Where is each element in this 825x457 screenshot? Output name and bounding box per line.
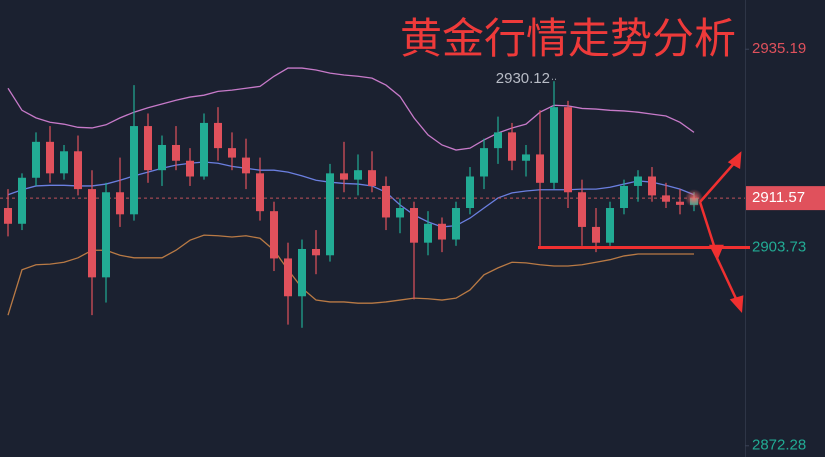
candle-body [130, 126, 138, 215]
last-price-label: 2911.57 [752, 189, 805, 206]
y-tick-label: 2935.19 [752, 40, 806, 57]
candle-body [4, 208, 12, 224]
candle-body [662, 195, 670, 202]
band-line [7, 234, 694, 316]
candle-body [396, 208, 404, 218]
candle-body [18, 177, 26, 224]
candle-body [522, 154, 530, 161]
candle-body [46, 141, 54, 174]
candle-body [480, 148, 488, 177]
candle-body [158, 144, 166, 171]
arrow-down-1-head [708, 244, 724, 262]
plot: 2935.19 2872.28 2903.73 2911.57 2930.12 [0, 40, 825, 454]
candle-body [606, 208, 614, 243]
arrow-down-2 [715, 257, 740, 304]
candle-body [634, 176, 642, 186]
candle-body [466, 176, 474, 209]
last-glow [685, 189, 703, 208]
y-tick-label: 2872.28 [752, 437, 806, 454]
candle-body [60, 151, 68, 174]
candle-body [648, 176, 656, 196]
candle-body [368, 170, 376, 186]
candle-body [536, 154, 544, 183]
arrows [698, 151, 744, 314]
candle-body [564, 107, 572, 193]
candle-body [200, 122, 208, 177]
candle-body [32, 141, 40, 178]
candle-body [410, 208, 418, 243]
candle-body [438, 223, 446, 240]
arrow-up [699, 159, 738, 203]
last-price-box [746, 186, 825, 211]
candle-body [284, 258, 292, 297]
candle-body [494, 132, 502, 149]
candle-body [172, 144, 180, 161]
candle-body [424, 223, 432, 243]
candle-body [270, 211, 278, 259]
candle-body [88, 189, 96, 278]
candle-body [214, 122, 222, 149]
candle-body [592, 226, 600, 243]
candle-body [102, 192, 110, 278]
candle-body [578, 192, 586, 227]
candle-body [116, 192, 124, 215]
chart-title: 黄金行情走势分析 [400, 15, 736, 62]
candle-body [452, 208, 460, 240]
band-line [7, 67, 695, 151]
candle-body [620, 185, 628, 209]
candle-body [144, 126, 152, 171]
candle-body [312, 248, 320, 256]
candle-body [74, 151, 82, 190]
candle-body [228, 148, 236, 158]
candle-body [256, 173, 264, 212]
candle-body [340, 173, 348, 180]
arrow-up-head [727, 151, 742, 170]
band-line [7, 161, 695, 228]
candle-body [186, 160, 194, 177]
candle-body [676, 201, 684, 205]
candle-body [298, 248, 306, 297]
candle-body [242, 157, 250, 174]
arrow-down-1 [698, 201, 718, 253]
high-label: 2930.12 [496, 70, 550, 87]
arrow-down-2-head [729, 295, 744, 314]
candle-body [326, 173, 334, 256]
candle-body [354, 170, 362, 180]
support-label: 2903.73 [752, 239, 806, 256]
candle-body [508, 132, 516, 161]
candle-body [382, 185, 390, 218]
candle-body [550, 107, 558, 183]
